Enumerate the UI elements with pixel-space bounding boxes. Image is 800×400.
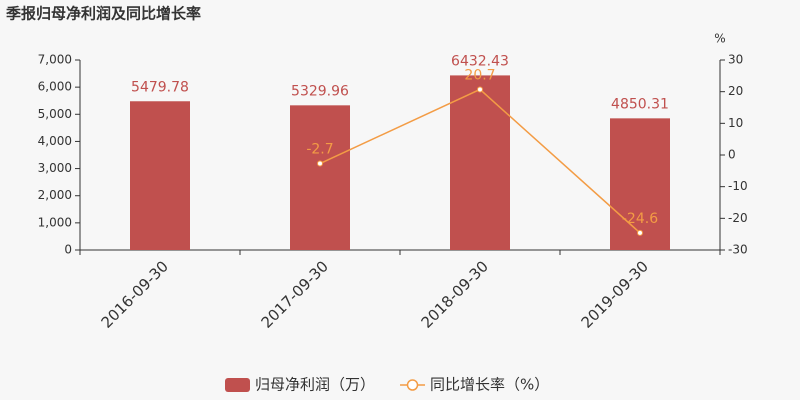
bar	[450, 75, 510, 250]
y-tick-label: 0	[64, 243, 72, 257]
y-tick-label: 6,000	[38, 80, 72, 94]
y-tick-label: 3,000	[38, 161, 72, 175]
y2-tick-label: -30	[728, 243, 748, 257]
bar	[290, 105, 350, 251]
bar-value-label: 5329.96	[291, 83, 349, 99]
line-value-label: 20.7	[464, 67, 495, 83]
y2-tick-label: -20	[728, 211, 748, 225]
line-value-label: -24.6	[622, 211, 658, 227]
y-tick-label: 1,000	[38, 215, 72, 229]
y2-tick-label: 0	[728, 148, 736, 162]
y-tick-label: 7,000	[38, 53, 72, 67]
y2-tick-label: 10	[728, 116, 743, 130]
bar	[610, 118, 670, 251]
legend-swatch-point	[406, 379, 419, 391]
y2-axis-label: %	[714, 32, 725, 46]
y-tick-label: 4,000	[38, 134, 72, 148]
legend-label: 同比增长率（%）	[430, 376, 549, 394]
legend-swatch	[225, 378, 250, 392]
y-tick-label: 2,000	[38, 188, 72, 202]
line-point	[637, 229, 643, 236]
bar-value-label: 4850.31	[611, 96, 669, 112]
y2-tick-label: -10	[728, 179, 748, 193]
bar-value-label: 6432.43	[451, 53, 509, 69]
y2-tick-label: 30	[728, 53, 743, 67]
legend-label: 归母净利润（万）	[255, 376, 375, 394]
chart-title: 季报归母净利润及同比增长率	[6, 5, 201, 23]
line-value-label: -2.7	[306, 142, 333, 158]
bar	[130, 101, 190, 250]
y2-tick-label: 20	[728, 84, 743, 98]
line-point	[317, 160, 323, 167]
line-point	[477, 86, 483, 93]
y-tick-label: 5,000	[38, 107, 72, 121]
bar-value-label: 5479.78	[131, 79, 189, 95]
